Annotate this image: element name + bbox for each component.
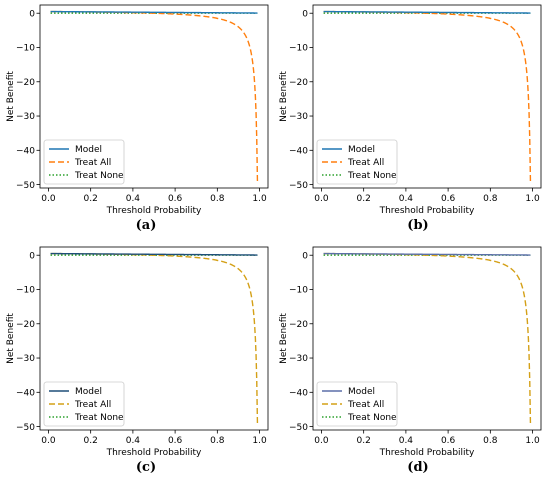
panel-label-b: (b) [407, 218, 429, 233]
x-tick-label: 0.0 [41, 436, 56, 446]
y-tick-label: −10 [289, 44, 308, 54]
x-tick-label: 0.6 [168, 436, 183, 446]
x-tick-label: 0.8 [210, 436, 225, 446]
y-axis-label: Net Benefit [279, 313, 289, 364]
y-tick-label: −50 [289, 423, 308, 433]
y-tick-label: 0 [29, 251, 35, 261]
y-tick-label: −50 [16, 423, 35, 433]
panel-label-c: (c) [135, 460, 157, 475]
y-tick-label: −20 [289, 320, 308, 330]
axes-frame [39, 4, 269, 189]
y-tick-label: −40 [16, 147, 35, 157]
series-line-model [50, 10, 258, 14]
x-tick-label: 1.0 [525, 436, 540, 446]
legend-entry: Treat All [347, 400, 384, 410]
legend: Model Treat All Treat None [316, 139, 398, 185]
y-tick-label: −30 [16, 354, 35, 364]
x-tick-label: 0.4 [399, 436, 414, 446]
y-tick-label: −40 [289, 389, 308, 399]
series-line-treat-all [323, 252, 532, 424]
x-tick-label: 0.2 [84, 436, 98, 446]
legend-entry: Treat None [347, 413, 397, 423]
legend-box [43, 381, 125, 427]
y-tick-label: −40 [16, 389, 35, 399]
x-axis-label: Threshold Probability [106, 206, 202, 216]
x-tick-label: 0.0 [314, 194, 329, 204]
legend: Model Treat All Treat None [43, 381, 125, 427]
x-axis-label: Threshold Probability [106, 448, 202, 458]
legend-entry: Model [348, 145, 375, 155]
x-tick-label: 1.0 [252, 436, 267, 446]
x-tick-label: 0.6 [441, 194, 456, 204]
series-line-model [323, 10, 531, 14]
y-tick-label: −40 [289, 147, 308, 157]
legend-box [316, 139, 398, 185]
y-tick-label: −50 [289, 181, 308, 191]
legend: Model Treat All Treat None [316, 381, 398, 427]
y-tick-label: 0 [302, 9, 308, 19]
x-tick-label: 0.8 [210, 194, 225, 204]
legend-entry: Treat All [74, 400, 111, 410]
x-tick-label: 0.4 [399, 194, 414, 204]
x-tick-label: 1.0 [252, 194, 267, 204]
x-axis-label: Threshold Probability [379, 206, 475, 216]
y-tick-label: −10 [16, 286, 35, 296]
legend-entry: Treat All [74, 158, 111, 168]
chart-panel-0: 0.0 0.2 0.4 0.6 0.8 1.0 0 −10 −20 −30 −40 −50 Thresh… [6, 4, 269, 216]
series-line-model [50, 252, 258, 256]
y-tick-label: −30 [289, 354, 308, 364]
legend-box [43, 139, 125, 185]
panel-label-a: (a) [135, 218, 157, 233]
legend: Model Treat All Treat None [43, 139, 125, 185]
series-line-treat-all [323, 10, 532, 182]
legend-entry: Treat All [347, 158, 384, 168]
axes-frame [312, 246, 542, 431]
x-tick-label: 0.6 [168, 194, 183, 204]
y-tick-label: −50 [16, 181, 35, 191]
chart-panel-3: 0.0 0.2 0.4 0.6 0.8 1.0 0 −10 −20 −30 −40 −50 Thresh… [279, 246, 542, 458]
legend-entry: Treat None [74, 413, 124, 423]
legend-entry: Model [75, 387, 102, 397]
x-tick-label: 0.0 [41, 194, 56, 204]
axes-frame [39, 246, 269, 431]
y-axis-label: Net Benefit [6, 313, 16, 364]
x-tick-label: 0.8 [483, 194, 498, 204]
x-tick-label: 0.4 [126, 194, 141, 204]
legend-entry: Model [75, 145, 102, 155]
series-line-treat-all [50, 252, 259, 424]
chart-panel-2: 0.0 0.2 0.4 0.6 0.8 1.0 0 −10 −20 −30 −40 −50 Thresh… [6, 246, 269, 458]
x-tick-label: 1.0 [525, 194, 540, 204]
legend-entry: Treat None [74, 171, 124, 181]
y-tick-label: −10 [16, 44, 35, 54]
x-tick-label: 0.2 [357, 436, 371, 446]
y-tick-label: −30 [16, 112, 35, 122]
chart-panel-1: 0.0 0.2 0.4 0.6 0.8 1.0 0 −10 −20 −30 −40 −50 Thresh… [279, 4, 542, 216]
y-axis-label: Net Benefit [6, 71, 16, 122]
y-tick-label: −20 [16, 320, 35, 330]
panel-label-d: (d) [407, 460, 429, 475]
x-tick-label: 0.6 [441, 436, 456, 446]
x-tick-label: 0.2 [357, 194, 371, 204]
x-tick-label: 0.4 [126, 436, 141, 446]
series-line-treat-all [50, 10, 259, 182]
x-axis-label: Threshold Probability [379, 448, 475, 458]
y-tick-label: 0 [29, 9, 35, 19]
x-tick-label: 0.8 [483, 436, 498, 446]
y-tick-label: −20 [16, 78, 35, 88]
x-tick-label: 0.2 [84, 194, 98, 204]
y-tick-label: 0 [302, 251, 308, 261]
y-tick-label: −10 [289, 286, 308, 296]
y-tick-label: −30 [289, 112, 308, 122]
y-tick-label: −20 [289, 78, 308, 88]
x-tick-label: 0.0 [314, 436, 329, 446]
legend-box [316, 381, 398, 427]
series-line-model [323, 252, 531, 256]
legend-entry: Treat None [347, 171, 397, 181]
y-axis-label: Net Benefit [279, 71, 289, 122]
axes-frame [312, 4, 542, 189]
legend-entry: Model [348, 387, 375, 397]
